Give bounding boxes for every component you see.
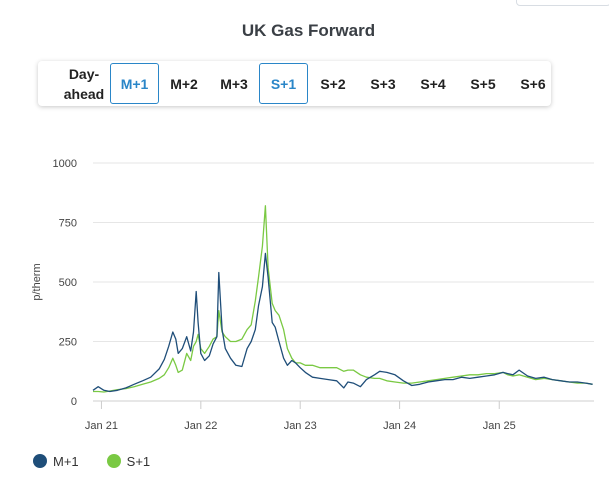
legend-item-m1[interactable]: M+1 bbox=[33, 454, 79, 469]
series-line-m1 bbox=[92, 252, 593, 393]
x-tick-label: Jan 21 bbox=[85, 420, 118, 432]
s5-button[interactable]: S+5 bbox=[470, 75, 496, 92]
contract-selector: Day- ahead M+1 M+2 M+3 S+1 S+2 S+3 S+4 S… bbox=[38, 61, 551, 106]
m2-button[interactable]: M+2 bbox=[170, 75, 198, 92]
y-tick-label: 750 bbox=[59, 218, 77, 230]
x-tick-label: Jan 25 bbox=[483, 420, 516, 432]
x-tick-label: Jan 23 bbox=[284, 420, 317, 432]
x-tick-label: Jan 22 bbox=[184, 420, 217, 432]
x-tick-label: Jan 24 bbox=[383, 420, 416, 432]
m1-button[interactable]: M+1 bbox=[110, 63, 159, 104]
s6-button[interactable]: S+6 bbox=[520, 75, 546, 92]
legend-dot-m1 bbox=[33, 454, 47, 468]
y-tick-label: 1000 bbox=[53, 158, 77, 170]
y-tick-label: 500 bbox=[59, 277, 77, 289]
day-ahead-line1: Day- bbox=[68, 65, 100, 82]
series-line-s1 bbox=[93, 205, 593, 393]
y-axis-label: p/therm bbox=[31, 263, 43, 300]
grid-lines bbox=[93, 162, 594, 402]
day-ahead-line2: ahead bbox=[63, 85, 105, 102]
day-ahead-button[interactable]: Day- ahead bbox=[60, 63, 108, 104]
y-tick-label: 250 bbox=[59, 337, 77, 349]
legend-item-s1[interactable]: S+1 bbox=[106, 453, 151, 469]
series-lines bbox=[92, 205, 593, 393]
s1-button[interactable]: S+1 bbox=[259, 63, 308, 104]
s3-button[interactable]: S+3 bbox=[370, 75, 396, 92]
y-axis-ticks: 0 250 500 750 1000 bbox=[53, 158, 77, 408]
chart-title: UK Gas Forward bbox=[241, 21, 376, 40]
m3-button[interactable]: M+3 bbox=[220, 75, 248, 92]
legend-dot-s1 bbox=[106, 454, 121, 468]
s4-button[interactable]: S+4 bbox=[420, 75, 446, 92]
legend-label-m1: M+1 bbox=[53, 453, 79, 469]
x-axis-ticks: Jan 21 Jan 22 Jan 23 Jan 24 Jan 25 bbox=[85, 401, 516, 432]
y-tick-label: 0 bbox=[71, 396, 77, 408]
legend: M+1 S+1 bbox=[33, 452, 178, 470]
legend-label-s1: S+1 bbox=[126, 453, 151, 469]
corner-tab bbox=[516, 0, 609, 6]
s2-button[interactable]: S+2 bbox=[320, 75, 346, 92]
